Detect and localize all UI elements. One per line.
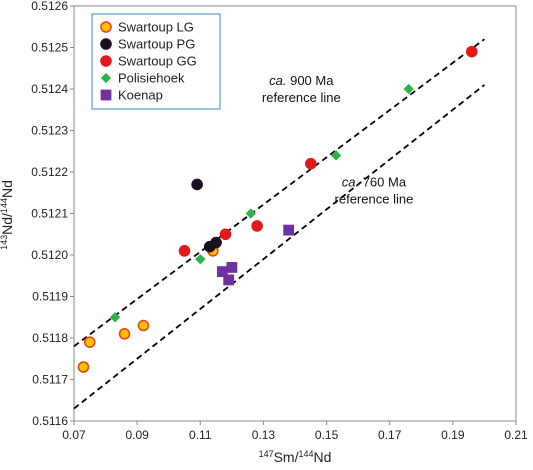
point-swartoup-pg-2 xyxy=(210,236,222,249)
x-tick-label-6: 0.19 xyxy=(441,428,465,442)
y-tick-label-7: 0.5123 xyxy=(31,124,68,138)
legend-marker-swartoup-lg xyxy=(100,21,112,33)
point-polisiehoek-0 xyxy=(109,312,121,323)
y-axis-base2: Nd xyxy=(0,180,15,198)
x-axis-sup1: 147 xyxy=(259,449,274,459)
reference-lines-layer xyxy=(73,38,485,410)
point-koenap-1 xyxy=(223,274,235,286)
x-tick-label-3: 0.13 xyxy=(252,428,276,442)
point-swartoup-gg-1 xyxy=(219,228,232,241)
ticks-layer: 0.07 0.09 0.11 0.13 0.15 0.17 0.19 0.21 0.5116 0.… xyxy=(31,0,528,442)
y-tick-label-4: 0.5120 xyxy=(31,248,68,262)
y-tick-label-9: 0.5125 xyxy=(31,41,68,55)
reference-line-caption-1: reference line xyxy=(335,192,414,207)
point-swartoup-gg-4 xyxy=(465,45,478,58)
point-koenap-3 xyxy=(283,224,295,236)
x-axis-sup2: 144 xyxy=(298,449,313,459)
reference-line-1 xyxy=(73,84,485,410)
x-axis-title: 147Sm/144Nd xyxy=(259,449,332,465)
annotations-layer: ca. 900 Ma reference line ca. 760 Ma refere… xyxy=(262,73,413,207)
y-tick-label-2: 0.5118 xyxy=(32,331,68,345)
point-polisiehoek-3 xyxy=(330,150,342,161)
legend-items: Swartoup LG Swartoup PG Swartoup GG Polisie… xyxy=(100,20,197,103)
y-axis-sup2: 144 xyxy=(0,198,9,213)
reference-line-label-ca-1: ca. xyxy=(342,175,359,190)
points-layer xyxy=(77,45,478,373)
y-axis-sup1: 143 xyxy=(0,235,9,250)
reference-line-label-age-0: 900 Ma xyxy=(286,73,334,88)
y-axis-title: 143Nd/144Nd xyxy=(0,180,15,250)
y-tick-label-6: 0.5122 xyxy=(31,165,68,179)
x-tick-label-0: 0.07 xyxy=(62,428,86,442)
reference-line-label-0: ca. 900 Ma xyxy=(269,73,334,88)
legend-box xyxy=(91,13,221,110)
reference-line-label-1: ca. 760 Ma xyxy=(342,175,407,190)
legend-label-polisiehoek: Polisiehoek xyxy=(118,71,185,86)
point-swartoup-pg-0 xyxy=(191,178,203,191)
reference-line-caption-0: reference line xyxy=(262,90,341,105)
point-swartoup-gg-0 xyxy=(178,245,191,257)
y-axis-base1: Nd/ xyxy=(0,213,15,235)
legend-label-swartoup-lg: Swartoup LG xyxy=(118,20,194,35)
y-tick-label-0: 0.5116 xyxy=(32,414,68,428)
point-swartoup-lg-2 xyxy=(118,328,131,340)
legend-marker-swartoup-pg xyxy=(100,38,112,50)
legend-label-swartoup-pg: Swartoup PG xyxy=(118,37,195,52)
x-tick-label-2: 0.11 xyxy=(189,428,212,442)
x-tick-label-1: 0.09 xyxy=(125,428,149,442)
point-swartoup-gg-2 xyxy=(251,220,263,232)
x-tick-label-7: 0.21 xyxy=(504,428,528,442)
legend: Swartoup LG Swartoup PG Swartoup GG Polisie… xyxy=(91,13,221,110)
legend-label-koenap: Koenap xyxy=(118,88,163,103)
legend-marker-polisiehoek xyxy=(100,72,112,84)
legend-marker-swartoup-gg xyxy=(100,55,112,67)
point-swartoup-lg-3 xyxy=(137,319,150,332)
point-polisiehoek-2 xyxy=(245,208,256,219)
x-axis-base1: Sm/ xyxy=(274,449,299,465)
legend-marker-koenap xyxy=(100,89,112,101)
point-swartoup-lg-0 xyxy=(77,361,90,373)
y-tick-label-10: 0.5126 xyxy=(31,0,68,13)
x-axis-base2: Nd xyxy=(314,449,332,465)
reference-line-0 xyxy=(73,38,485,348)
x-tick-label-5: 0.17 xyxy=(378,428,402,442)
y-tick-label-3: 0.5119 xyxy=(32,290,68,304)
point-polisiehoek-1 xyxy=(195,253,206,265)
point-swartoup-gg-3 xyxy=(304,157,317,170)
y-tick-label-5: 0.5121 xyxy=(31,207,68,221)
legend-label-swartoup-gg: Swartoup GG xyxy=(118,54,197,69)
point-koenap-2 xyxy=(226,262,238,273)
point-polisiehoek-4 xyxy=(403,83,414,95)
reference-line-label-ca-0: ca. xyxy=(269,73,286,88)
y-tick-label-8: 0.5124 xyxy=(31,82,68,96)
x-tick-label-4: 0.15 xyxy=(315,428,339,442)
point-swartoup-lg-1 xyxy=(83,336,96,348)
reference-line-label-age-1: 760 Ma xyxy=(359,175,407,190)
y-tick-label-1: 0.5117 xyxy=(32,373,68,387)
